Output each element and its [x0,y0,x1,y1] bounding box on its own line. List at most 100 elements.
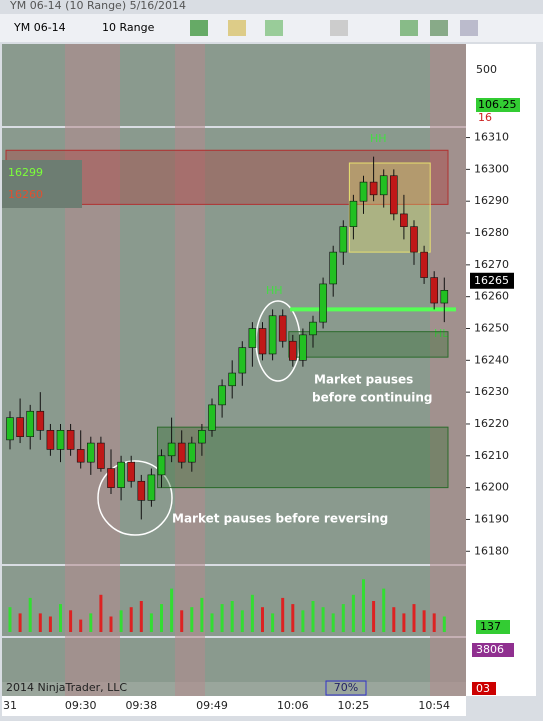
y-tick-label: 16290 [474,194,509,207]
volume-bar [170,588,174,632]
volume-bar [160,604,163,632]
y-tick-label: 16280 [474,226,509,239]
last-price-label: 16265 [474,274,509,287]
candle-body [167,442,176,457]
candle-body [97,442,105,469]
percent-box [325,680,367,696]
volume-bar [149,613,153,632]
volume-bar [281,597,285,632]
volume-bar [48,616,52,632]
volume-bar [321,607,325,632]
volume-bar [38,613,42,632]
y-tick-label: 16190 [474,512,509,525]
last-price-box [470,272,514,289]
price-axis [466,44,536,696]
candle-body [288,340,297,361]
candle-body [309,321,317,336]
volume-bar [331,613,335,632]
strategy-button[interactable] [400,20,418,36]
volume-bar [129,607,133,632]
volume-bar [250,594,254,632]
candle-body [66,430,75,450]
candle-body [137,480,146,501]
x-tick-label: 10:06 [277,699,309,712]
candle-body [177,442,186,463]
volume-bar [432,613,436,632]
volume-bar [271,613,275,632]
candle-body [26,410,35,438]
highlight-circle [97,460,173,536]
top-value-box [476,98,520,112]
candle-body [117,461,125,488]
candle-body [299,334,307,361]
candle-body [440,290,449,304]
candle-body [359,181,368,202]
candle-body [107,468,115,488]
candle-body [420,251,428,278]
candle-body [157,455,166,476]
volume-bar [28,597,32,632]
candle-body [379,175,388,196]
candle-body [319,283,327,323]
overlay-label: 16299 [8,166,43,179]
y-tick-label: 16250 [474,321,509,334]
y-tick-label: 16210 [474,449,509,462]
top-value-label: 106.25 [478,98,517,111]
price-zone [288,331,449,358]
overlay-label: 16260 [8,188,43,201]
candle-body [339,226,348,253]
volume-bar [301,610,305,632]
y-tick-label: 16240 [474,353,509,366]
properties-button[interactable] [460,20,478,36]
annotation: HL [434,327,449,340]
time-axis [2,696,466,716]
bar-type-button[interactable] [190,20,208,36]
annotation: Market pauses [314,373,413,387]
candle-body [87,442,95,463]
indicator-button[interactable] [265,20,283,36]
volume-bar [412,604,416,632]
volume-bar [402,613,406,632]
annotation: Market pauses before reversing [172,512,388,526]
candle-body [46,430,55,450]
session-bands [65,44,466,696]
annotation: HH [370,132,387,145]
candle-body [188,442,196,463]
volume-bar [99,594,103,632]
y-tick-label: 16230 [474,385,509,398]
candle-body [329,251,338,285]
candle-body [228,372,236,387]
lower-small-box [472,682,496,695]
lower-small-label: 03 [476,682,490,695]
volume-bar [392,607,396,632]
drawing-tool-button[interactable] [228,20,246,36]
volume-bar [139,601,143,632]
x-tick-label: 09:38 [125,699,157,712]
y-tick-label: 16310 [474,131,509,144]
x-tick-label: 09:30 [65,699,97,712]
volume-bar [351,594,355,632]
candle-body [76,449,85,463]
x-tick-label: 10:25 [338,699,370,712]
y-tick-label: 16200 [474,481,509,494]
candle-body [36,410,45,431]
y-tick-label: 16180 [474,544,509,557]
volume-bar [422,610,426,632]
crosshair-button[interactable] [330,20,348,36]
instrument-dropdown[interactable]: YM 06-14 [13,21,66,34]
window-title: YM 06-14 (10 Range) 5/16/2014 [9,0,186,12]
volume-bar [18,613,22,632]
volume-bar [311,601,315,632]
volume-bar [372,601,376,632]
volume-bar [341,604,345,632]
candle-body [369,181,378,196]
period-dropdown[interactable]: 10 Range [102,21,155,34]
candle-body [6,417,14,441]
data-box-button[interactable] [430,20,448,36]
volume-bar [79,619,83,632]
volume-bar [59,604,62,632]
copyright: 2014 NinjaTrader, LLC [6,681,127,694]
y-tick-label: 16270 [474,258,509,271]
candle-body [238,347,247,374]
candle-body [248,328,257,348]
